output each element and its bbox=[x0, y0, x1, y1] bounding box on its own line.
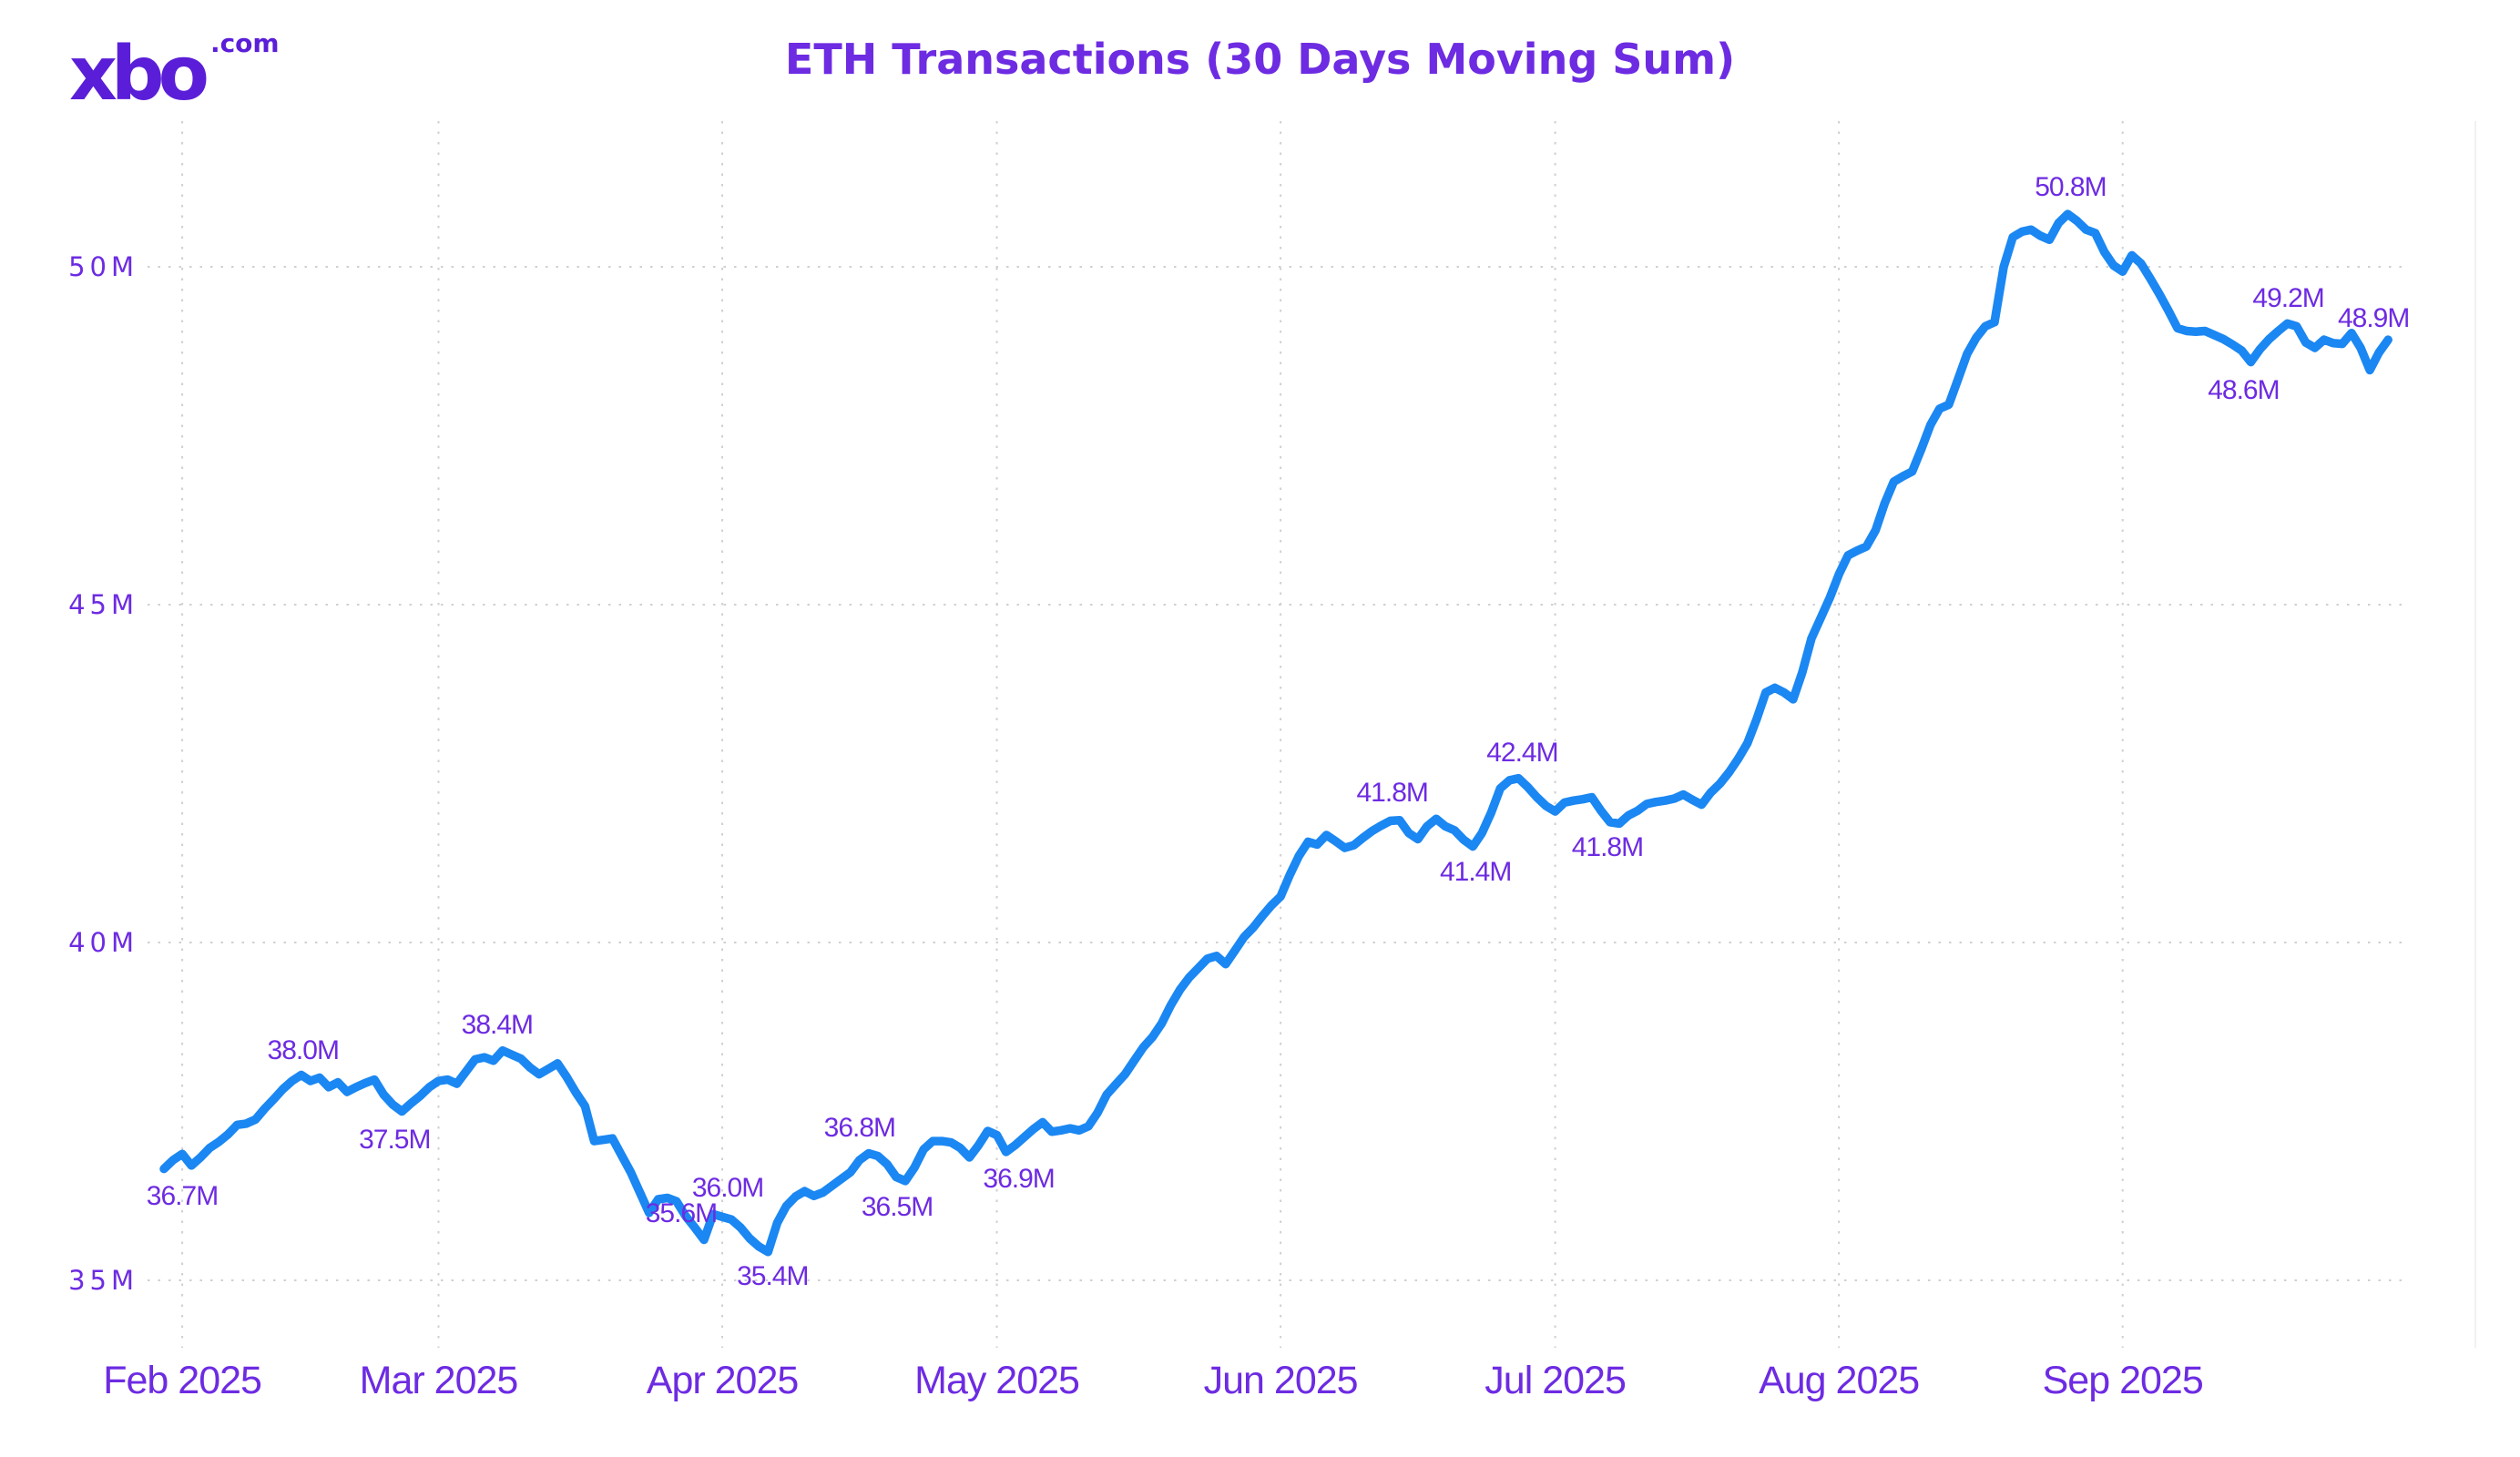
y-tick-label: 50M bbox=[68, 251, 138, 282]
eth-transactions-line bbox=[159, 209, 2392, 1257]
annotation-label: 36.9M bbox=[983, 1164, 1055, 1195]
y-tick-label: 45M bbox=[68, 589, 138, 620]
y-tick-label: 40M bbox=[68, 927, 138, 958]
annotation-label: 49.2M bbox=[2252, 283, 2324, 314]
y-tick-label: 35M bbox=[68, 1265, 138, 1296]
annotation-label: 37.5M bbox=[359, 1124, 431, 1155]
annotation-label: 50.8M bbox=[2035, 172, 2107, 203]
annotation-label: 41.4M bbox=[1439, 856, 1512, 887]
annotation-label: 38.0M bbox=[267, 1035, 340, 1066]
annotation-label: 48.9M bbox=[2337, 303, 2410, 334]
x-tick-label: May 2025 bbox=[914, 1359, 1080, 1402]
annotation-label: 41.8M bbox=[1356, 778, 1428, 809]
logo-text: xbo bbox=[69, 31, 209, 117]
x-tick-label: Jul 2025 bbox=[1484, 1359, 1627, 1402]
annotation-label: 35.4M bbox=[737, 1260, 809, 1291]
logo-suffix: .com bbox=[209, 28, 280, 58]
x-tick-label: Jun 2025 bbox=[1203, 1359, 1359, 1402]
annotation-label: 36.7M bbox=[146, 1180, 219, 1211]
x-tick-label: Sep 2025 bbox=[2042, 1359, 2204, 1402]
annotation-label: 36.0M bbox=[691, 1173, 764, 1204]
x-tick-label: Feb 2025 bbox=[103, 1359, 262, 1402]
x-tick-label: Aug 2025 bbox=[1759, 1359, 1920, 1402]
xbo-logo: xbo .com bbox=[69, 31, 280, 112]
annotation-label: 48.6M bbox=[2208, 374, 2280, 405]
annotation-label: 38.4M bbox=[461, 1009, 534, 1040]
gridlines bbox=[148, 121, 2476, 1348]
annotation-label: 36.8M bbox=[823, 1112, 896, 1143]
annotation-label: 42.4M bbox=[1486, 737, 1558, 768]
x-tick-label: Mar 2025 bbox=[359, 1359, 519, 1402]
chart-title: ETH Transactions (30 Days Moving Sum) bbox=[784, 35, 1736, 84]
annotation-label: 41.8M bbox=[1571, 831, 1644, 862]
annotation-label: 35.6M bbox=[645, 1198, 718, 1229]
annotation-label: 36.5M bbox=[861, 1191, 934, 1222]
x-tick-label: Apr 2025 bbox=[646, 1359, 800, 1402]
